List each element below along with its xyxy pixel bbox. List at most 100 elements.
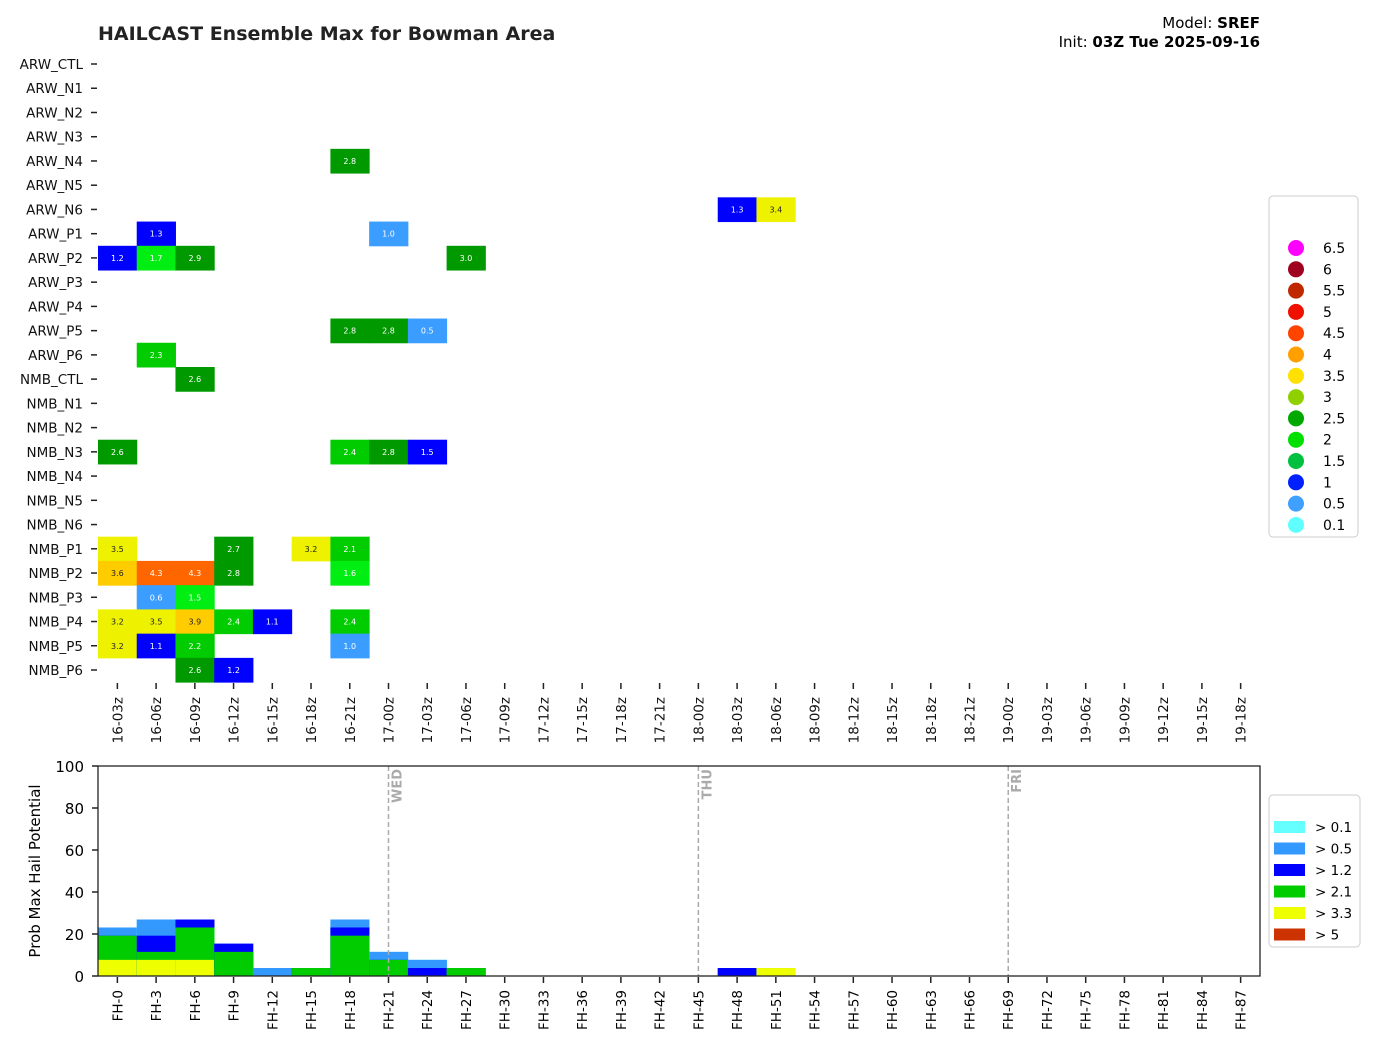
legend-label: > 0.5 <box>1315 842 1352 858</box>
row-label: ARW_P1 <box>28 227 83 243</box>
heatmap-cell <box>98 560 138 586</box>
column-label: 19-18z <box>1234 697 1250 743</box>
heatmap-cell <box>175 633 215 659</box>
cell-value: 2.8 <box>343 157 356 166</box>
cell-value: 2.6 <box>188 666 201 675</box>
cell-value: 1.1 <box>150 642 163 651</box>
column-label: 17-15z <box>575 697 591 743</box>
max-size-legend: 6.5 6 5.5 5 4.5 4 3.5 3 2.5 2 1.5 1 0.5 0.1 <box>1268 195 1359 538</box>
heatmap-cell <box>98 439 138 465</box>
column-label: 17-09z <box>498 697 514 743</box>
legend-label: 4.5 <box>1323 326 1345 342</box>
row-label: NMB_N1 <box>27 396 83 412</box>
row-label: ARW_CTL <box>20 57 84 73</box>
y-tick-label: 40 <box>65 884 84 902</box>
heatmap-cell <box>330 318 370 344</box>
heatmap-cell <box>136 609 176 635</box>
cell-value: 2.4 <box>343 448 356 457</box>
row-label: NMB_P6 <box>29 663 84 679</box>
row-label: NMB_P3 <box>29 590 84 606</box>
cell-value: 2.4 <box>343 618 356 627</box>
legend-swatch <box>1288 303 1304 320</box>
cell-value: 2.3 <box>150 351 163 360</box>
heatmap-cell <box>136 221 176 247</box>
legend-label: 5 <box>1323 305 1332 321</box>
x-tick-label: FH-66 <box>963 990 979 1030</box>
bar-2-1 <box>291 968 331 976</box>
x-tick-label: FH-39 <box>614 990 630 1030</box>
column-label: 16-21z <box>343 697 359 743</box>
column-label: 17-18z <box>614 697 630 743</box>
heatmap-cell <box>175 585 215 610</box>
legend-frame <box>1268 195 1359 538</box>
x-tick-label: FH-78 <box>1117 990 1133 1030</box>
cell-value: 2.8 <box>227 569 240 578</box>
legend-label: 4 <box>1323 348 1332 364</box>
bar-1-2 <box>717 968 757 976</box>
row-label: NMB_P5 <box>29 639 84 655</box>
heatmap-cell <box>330 536 370 562</box>
column-label: 18-18z <box>924 697 940 743</box>
x-tick-label: FH-87 <box>1234 990 1250 1030</box>
row-label: NMB_N4 <box>27 469 83 485</box>
heatmap-cell <box>369 221 409 247</box>
row-label: ARW_P5 <box>28 324 83 340</box>
column-label: 17-06z <box>459 697 475 743</box>
column-label: 18-12z <box>846 697 862 743</box>
heatmap-cell <box>136 633 176 659</box>
cell-value: 1.3 <box>731 205 744 214</box>
x-tick-label: FH-18 <box>343 990 359 1030</box>
cell-value: 0.5 <box>421 327 434 336</box>
y-tick-label: 20 <box>65 926 84 944</box>
legend-swatch <box>1288 346 1304 363</box>
row-label: NMB_P2 <box>29 566 84 582</box>
column-label: 18-00z <box>691 697 707 743</box>
row-label: NMB_N5 <box>27 493 83 509</box>
cell-value: 1.0 <box>343 642 356 651</box>
x-tick-label: FH-33 <box>536 990 552 1030</box>
legend-swatch <box>1288 516 1304 533</box>
legend-swatch <box>1288 282 1304 299</box>
row-label: NMB_P4 <box>29 615 84 631</box>
cell-value: 1.1 <box>266 618 279 627</box>
x-tick-label: FH-6 <box>188 990 204 1021</box>
cell-value: 1.6 <box>343 569 356 578</box>
legend-swatch <box>1288 474 1304 491</box>
x-tick-label: FH-72 <box>1040 990 1056 1030</box>
bar-2-1 <box>330 935 370 976</box>
cell-value: 3.5 <box>150 618 163 627</box>
x-tick-label: FH-27 <box>459 990 475 1030</box>
heatmap-cell <box>330 148 370 174</box>
heatmap-cell <box>330 633 370 659</box>
cell-value: 2.6 <box>188 375 201 384</box>
x-tick-label: FH-75 <box>1079 990 1095 1030</box>
threshold-legend: > 0.1 > 0.5 > 1.2 > 2.1 > 3.3 > 5 <box>1268 794 1361 948</box>
bar-3-3 <box>136 959 176 976</box>
y-tick-label: 80 <box>65 800 84 818</box>
column-label: 19-15z <box>1195 697 1211 743</box>
x-tick-label: FH-84 <box>1195 990 1211 1030</box>
cell-value: 3.0 <box>460 254 473 263</box>
heatmap-cell <box>175 560 215 586</box>
x-tick-label: FH-0 <box>110 990 126 1021</box>
cell-value: 3.9 <box>188 618 201 627</box>
column-label: 18-21z <box>963 697 979 743</box>
legend-swatch <box>1274 864 1305 876</box>
cell-value: 2.8 <box>382 327 395 336</box>
heatmap-cell <box>214 560 254 586</box>
heatmap-cell <box>330 439 370 465</box>
legend-label: 2.5 <box>1323 411 1345 427</box>
cell-value: 2.7 <box>227 545 240 554</box>
row-label: ARW_P2 <box>28 251 83 267</box>
column-label: 17-03z <box>420 697 436 743</box>
x-tick-label: FH-21 <box>382 990 398 1030</box>
probability-bar-chart: Prob Max Hail Potential 0 20 40 60 80 100 FH-0 F… <box>26 758 1261 1030</box>
heatmap-cell <box>446 245 486 271</box>
x-tick-label: FH-9 <box>227 990 243 1021</box>
heatmap: ARW_CTL ARW_N1 ARW_N2 ARW_N3 ARW_N4 ARW_N5 ARW… <box>20 57 1250 743</box>
row-label: ARW_P6 <box>28 348 83 364</box>
legend-label: 6.5 <box>1323 241 1345 257</box>
x-tick-label: FH-51 <box>769 990 785 1030</box>
cell-value: 3.6 <box>111 569 124 578</box>
